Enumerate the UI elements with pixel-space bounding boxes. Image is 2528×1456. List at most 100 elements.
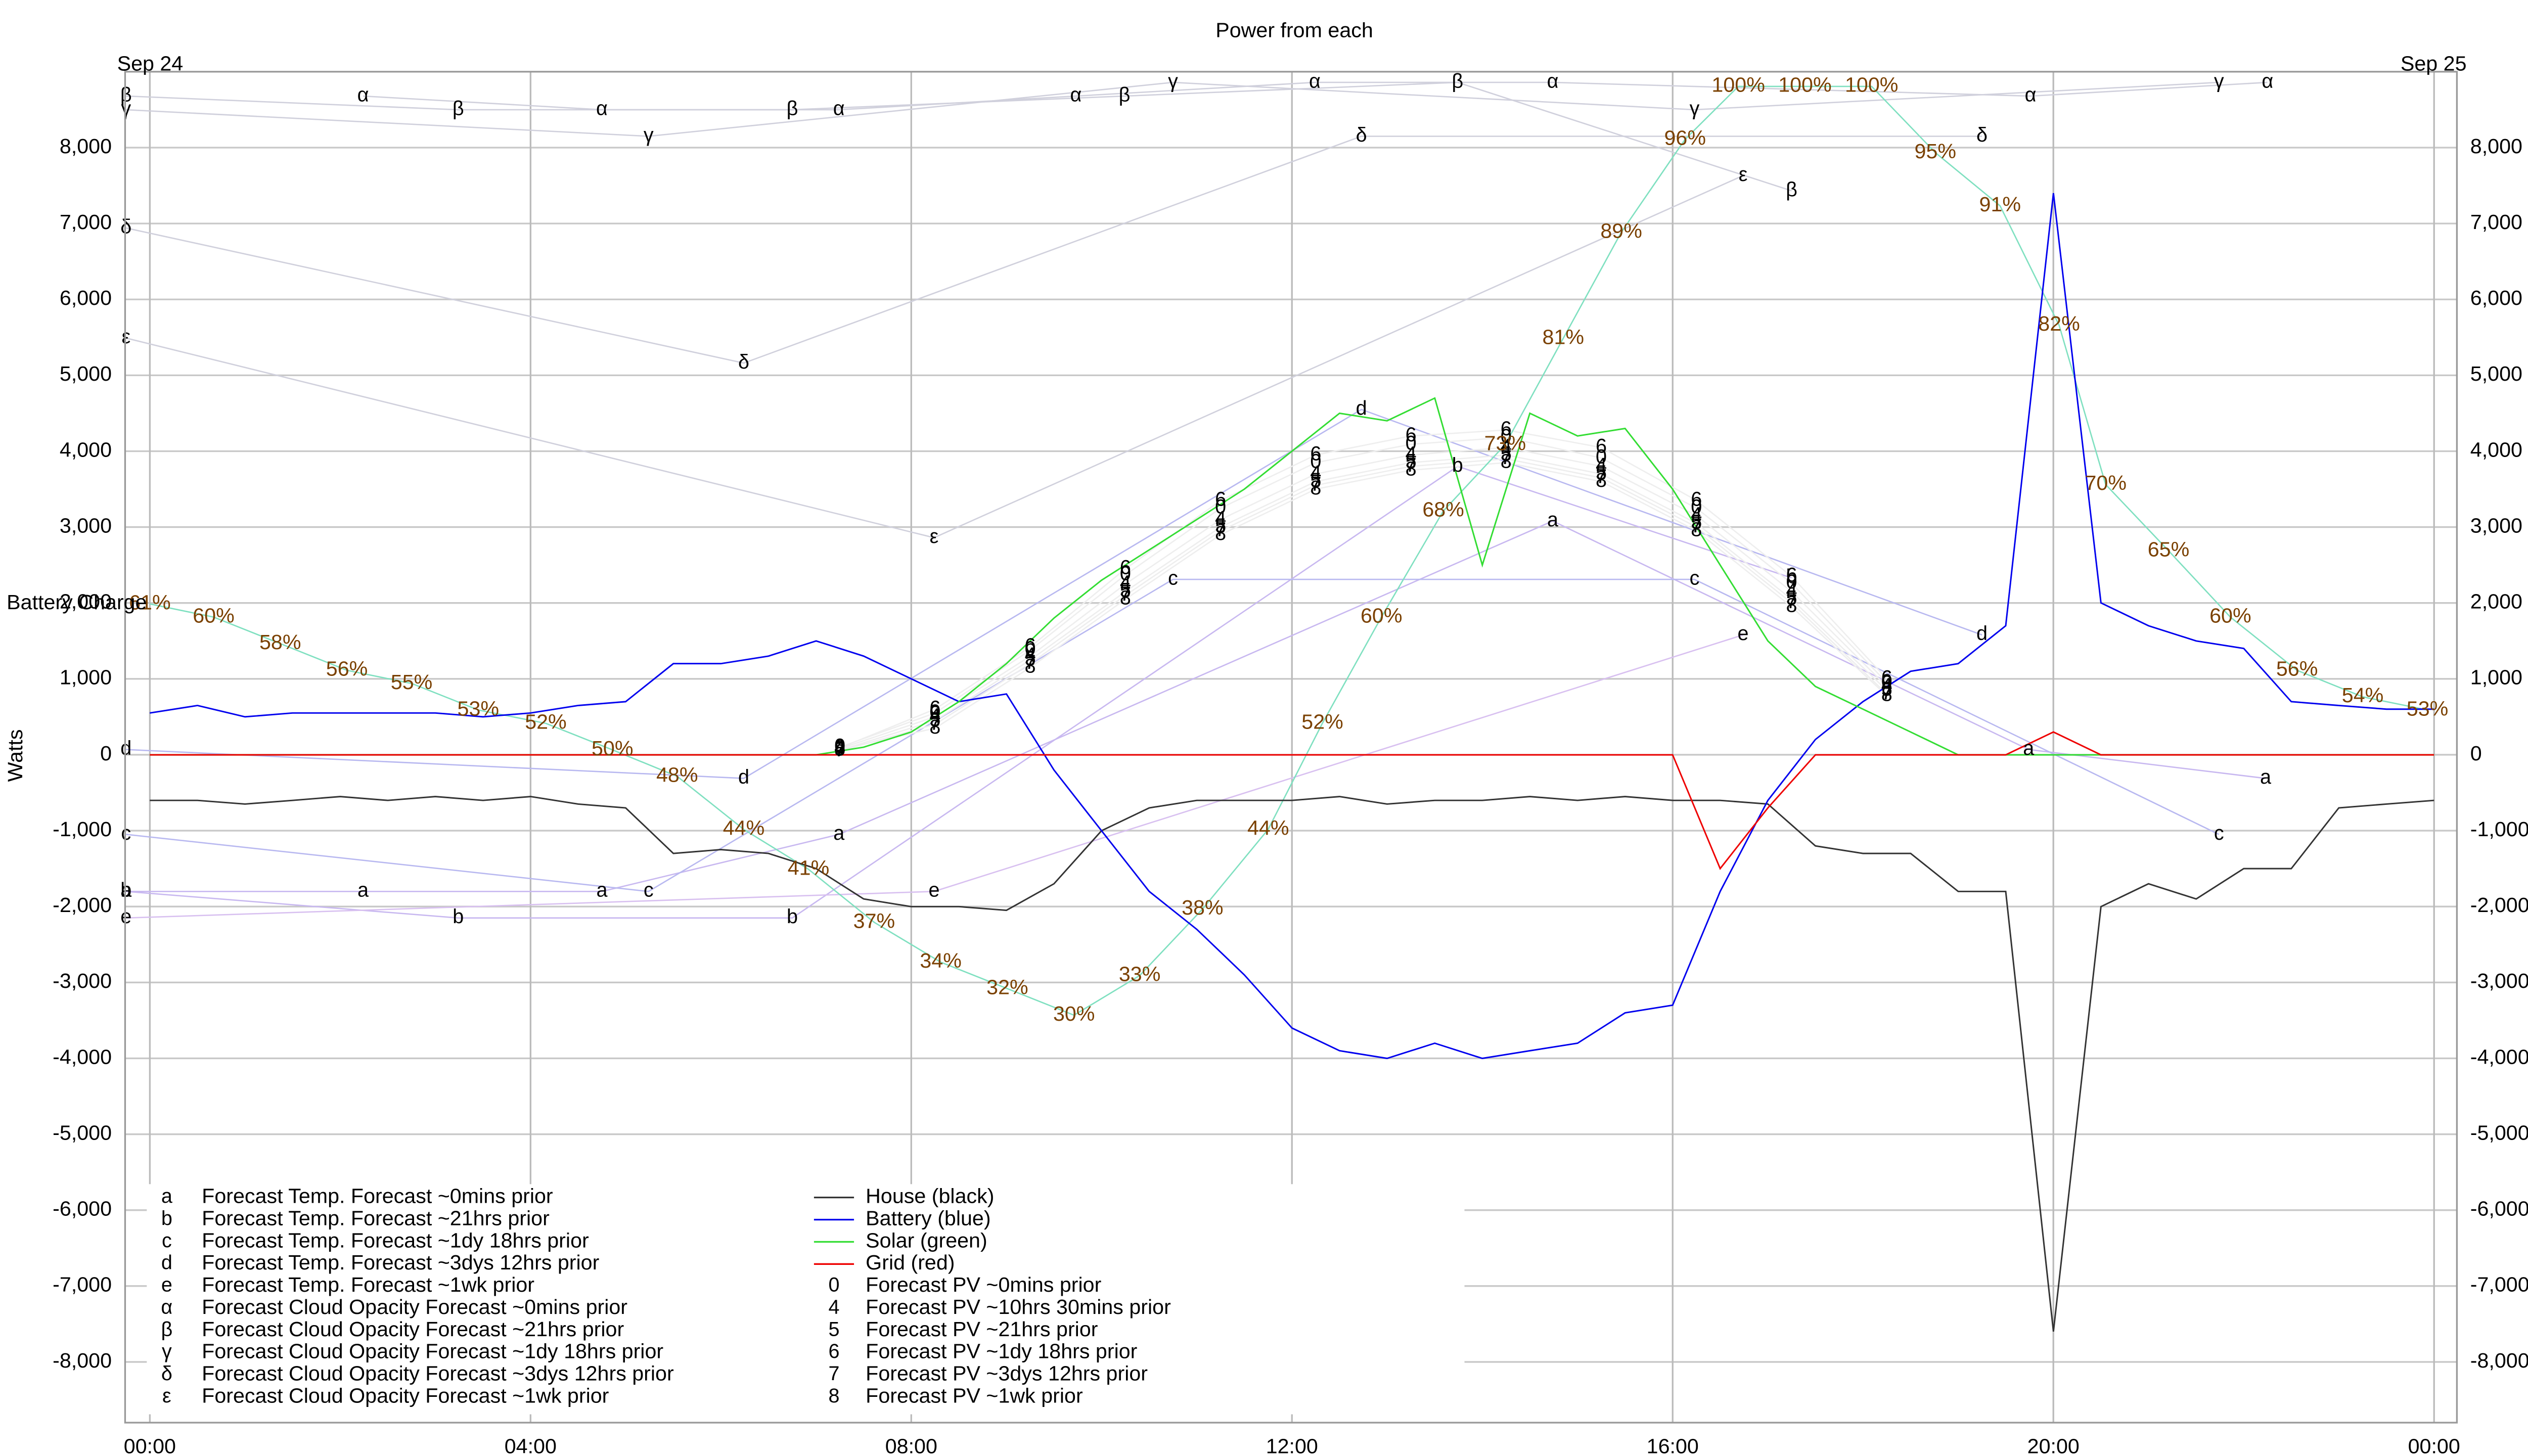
battery-charge-label: 41% [788, 856, 830, 879]
forecast-marker: 5 [834, 738, 845, 760]
forecast-marker: 6 [1881, 666, 1892, 689]
forecast-marker: α [833, 97, 845, 119]
forecast-marker: d [120, 737, 131, 759]
y-tick-label: 5,000 [2470, 362, 2522, 385]
battery-charge-label: 33% [1119, 962, 1161, 985]
forecast-marker: c [1168, 567, 1178, 589]
legend-label: Battery (blue) [866, 1206, 990, 1230]
forecast-marker: c [121, 822, 131, 844]
forecast-marker: 6 [1310, 442, 1321, 465]
battery-charge-line [149, 85, 2428, 1016]
forecast-marker: 0 [1501, 425, 1512, 447]
forecast-marker: γ [2214, 70, 2224, 92]
forecast-marker: 8 [1310, 477, 1321, 499]
forecast-marker: 7 [1691, 515, 1702, 537]
battery-charge-label: 100% [1845, 73, 1898, 97]
forecast-marker: 4 [1215, 507, 1226, 529]
y-tick-label: 5,000 [60, 362, 112, 385]
legend-label: Forecast Temp. Forecast ~1wk prior [202, 1273, 534, 1296]
forecast-marker: 6 [1406, 424, 1417, 446]
legend-symbol: 8 [828, 1385, 839, 1407]
y-tick-label: 3,000 [2470, 514, 2522, 537]
forecast-marker: 6 [1691, 488, 1702, 510]
forecast-line [126, 634, 1743, 919]
legend-symbol: 4 [828, 1296, 839, 1318]
forecast-marker: c [644, 879, 654, 901]
y-tick-label: 8,000 [60, 134, 112, 158]
forecast-marker: 6 [1786, 564, 1797, 586]
forecast-marker: b [453, 905, 464, 928]
forecast-marker: a [833, 822, 845, 844]
forecast-marker: 0 [1691, 496, 1702, 518]
forecast-line [126, 175, 1743, 538]
forecast-marker: 0 [834, 735, 845, 757]
forecast-marker: a [597, 879, 608, 901]
legend-label: Forecast PV ~0mins prior [866, 1273, 1101, 1296]
legend-label: Forecast Cloud Opacity Forecast ~21hrs p… [202, 1317, 624, 1341]
forecast-marker: d [738, 766, 749, 788]
forecast-marker: ε [1739, 163, 1748, 186]
forecast-line [839, 446, 1887, 750]
forecast-marker: 0 [1881, 670, 1892, 693]
forecast-line [126, 465, 1792, 919]
battery-charge-label: 61% [129, 590, 171, 614]
forecast-marker: α [1070, 83, 1082, 106]
battery-charge-label: 34% [920, 949, 962, 972]
y-tick-label: 0 [100, 742, 112, 765]
y-tick-label: 8,000 [2470, 134, 2522, 158]
legend-symbol: c [162, 1230, 172, 1252]
plot-frame [124, 71, 2458, 1424]
forecast-marker: δ [120, 216, 131, 238]
legend-label: Forecast PV ~10hrs 30mins prior [866, 1295, 1171, 1318]
y-tick-label: 2,000 [60, 590, 112, 613]
legend-label: Forecast Temp. Forecast ~0mins prior [202, 1185, 553, 1208]
y-tick-label: -5,000 [2470, 1121, 2528, 1144]
legend-label: Forecast PV ~3dys 12hrs prior [866, 1362, 1148, 1385]
battery-charge-label: 32% [986, 976, 1028, 999]
forecast-marker: 8 [929, 716, 940, 738]
y-tick-label: 1,000 [2470, 666, 2522, 689]
y-tick-label: -7,000 [2470, 1273, 2528, 1296]
forecast-marker: 8 [1596, 469, 1607, 491]
forecast-marker: 6 [1596, 435, 1607, 457]
y-tick-label: 6,000 [2470, 286, 2522, 309]
legend-label: Forecast Cloud Opacity Forecast ~1dy 18h… [202, 1340, 663, 1363]
forecast-marker: 5 [1501, 442, 1512, 465]
legend-label: Grid (red) [866, 1251, 955, 1274]
y-tick-label: 1,000 [60, 666, 112, 689]
forecast-marker: 0 [1406, 432, 1417, 454]
battery-charge-label: 91% [1979, 193, 2021, 216]
legend-symbol: 7 [828, 1362, 839, 1385]
forecast-marker: 6 [1501, 418, 1512, 440]
battery-charge-label: 53% [2407, 697, 2449, 720]
legend-symbol: 5 [828, 1318, 839, 1340]
forecast-marker: α [357, 83, 369, 106]
forecast-marker: δ [738, 351, 749, 373]
y-tick-label: -7,000 [53, 1273, 112, 1296]
forecast-marker: 7 [1310, 473, 1321, 495]
forecast-marker: 4 [1881, 674, 1892, 696]
forecast-marker: 8 [1691, 519, 1702, 541]
forecast-marker: 4 [1406, 442, 1417, 465]
forecast-line [839, 458, 1887, 752]
forecast-marker: 7 [1786, 590, 1797, 613]
forecast-marker: 7 [1596, 465, 1607, 487]
forecast-marker: 4 [1025, 644, 1036, 666]
battery-charge-label: 55% [391, 670, 433, 694]
forecast-marker: β [787, 97, 798, 119]
battery-charge-label: 95% [1915, 140, 1957, 163]
legend-symbol: d [161, 1252, 172, 1274]
forecast-marker: a [120, 879, 132, 901]
series-line [150, 796, 2434, 1332]
y-tick-label: -2,000 [53, 893, 112, 917]
series-line [150, 731, 2434, 871]
forecast-line [839, 436, 1887, 748]
legend-label: Forecast Cloud Opacity Forecast ~1wk pri… [202, 1384, 609, 1407]
forecast-line [126, 135, 1982, 364]
forecast-marker: 5 [1215, 515, 1226, 537]
forecast-marker: δ [1356, 124, 1367, 146]
legend-label: Forecast Cloud Opacity Forecast ~3dys 12… [202, 1362, 674, 1385]
forecast-marker: 6 [1025, 634, 1036, 657]
